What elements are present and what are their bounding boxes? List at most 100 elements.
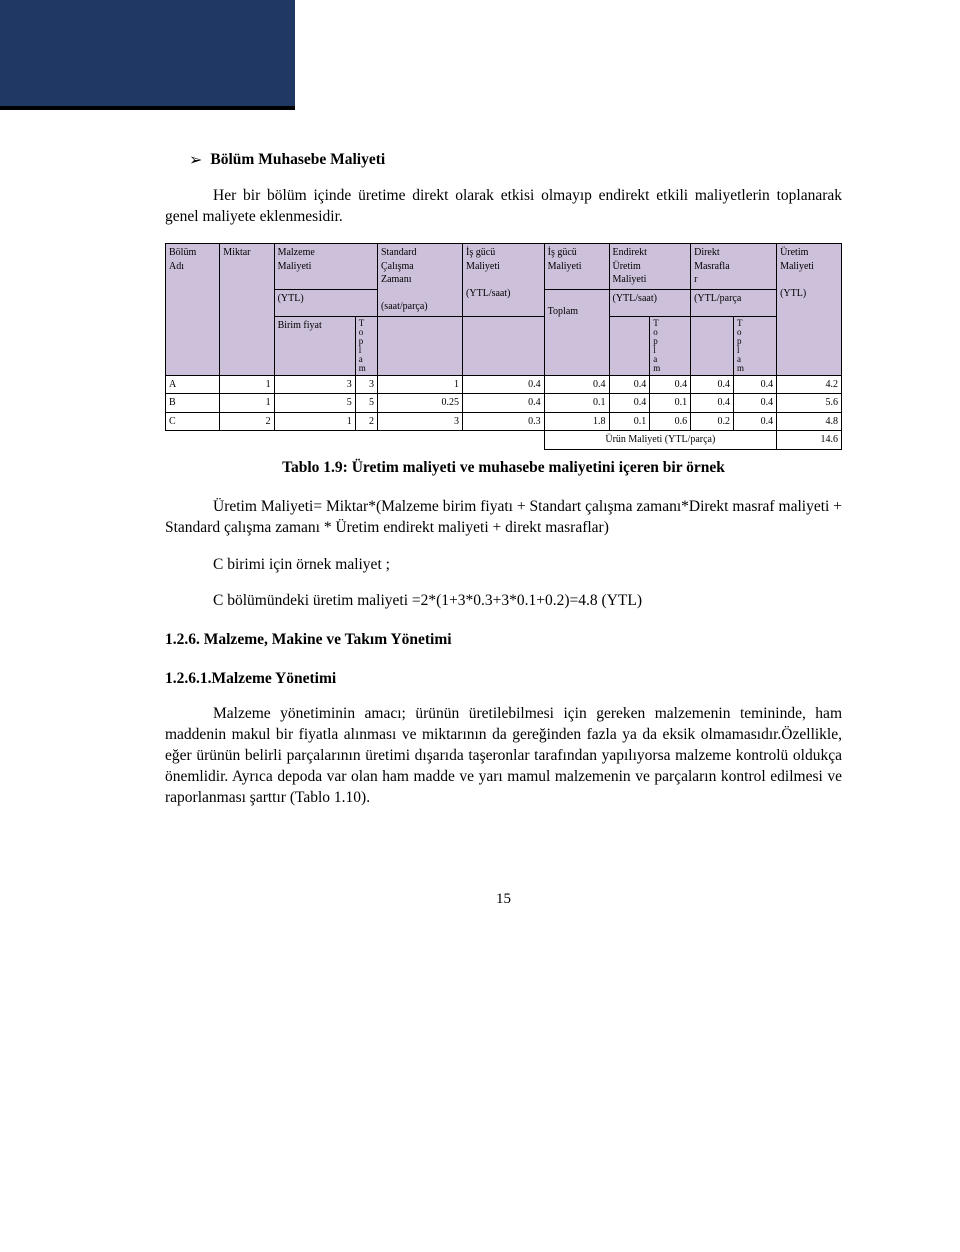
example-line-2: C bölümündeki üretim maliyeti =2*(1+3*0.…	[213, 591, 842, 612]
th-ig2-sub-text: Toplam	[548, 306, 578, 317]
section-1-2-6: 1.2.6. Malzeme, Makine ve Takım Yönetimi	[165, 630, 842, 651]
th-dir-l2: Masrafla	[694, 261, 730, 272]
cell-miktar: 2	[220, 412, 274, 431]
th-bolum-adi: Bölüm Adı	[166, 244, 220, 376]
th-end-l3: Maliyeti	[613, 274, 647, 285]
cell-dir1: 0.4	[691, 375, 734, 394]
th-end-l1: Endirekt	[613, 247, 647, 258]
malzeme-paragraph: Malzeme yönetiminin amacı; ürünün üretil…	[165, 704, 842, 809]
th-ig1-blank	[463, 316, 545, 375]
cell-end2: 0.4	[650, 375, 691, 394]
cell-ure: 5.6	[777, 394, 842, 413]
th-end-l2: Üretim	[613, 261, 641, 272]
cell-end1: 0.4	[609, 394, 650, 413]
cell-name: B	[166, 394, 220, 413]
footer-label: Ürün Maliyeti (YTL/parça)	[544, 431, 776, 450]
th-dir-blank	[691, 316, 734, 375]
cell-ig2: 1.8	[544, 412, 609, 431]
table-footer-row: Ürün Maliyeti (YTL/parça) 14.6	[166, 431, 842, 450]
cell-ig2: 0.4	[544, 375, 609, 394]
page-number: 15	[165, 889, 842, 909]
th-ig1-l2: Maliyeti	[466, 261, 500, 272]
table-row: A 1 3 3 1 0.4 0.4 0.4 0.4 0.4 0.4 4.2	[166, 375, 842, 394]
th-direkt: Direkt Masrafla r	[691, 244, 777, 290]
cell-dir1: 0.4	[691, 394, 734, 413]
th-malzeme-toplam: T o p l a m	[355, 316, 377, 375]
cell-end1: 0.4	[609, 375, 650, 394]
cell-birim: 5	[274, 394, 355, 413]
th-malzeme-l1: Malzeme	[278, 247, 315, 258]
th-ig1-l1: İş gücü	[466, 247, 495, 258]
th-std-unit: (saat/parça)	[381, 301, 428, 312]
th-dir-l1: Direkt	[694, 247, 720, 258]
cell-miktar: 1	[220, 394, 274, 413]
cell-dir2: 0.4	[734, 394, 777, 413]
cell-miktar: 1	[220, 375, 274, 394]
cell-dir1: 0.2	[691, 412, 734, 431]
th-end-toplam: T o p l a m	[650, 316, 691, 375]
th-ig2-l1: İş gücü	[548, 247, 577, 258]
th-malzeme-unit: (YTL)	[274, 289, 377, 316]
page-content: ➢ Bölüm Muhasebe Maliyeti Her bir bölüm …	[0, 110, 960, 949]
cell-std: 1	[377, 375, 462, 394]
cell-mtop: 2	[355, 412, 377, 431]
th-birim-fiyat: Birim fiyat	[274, 316, 355, 375]
cell-mtop: 3	[355, 375, 377, 394]
cell-birim: 3	[274, 375, 355, 394]
cell-ure: 4.2	[777, 375, 842, 394]
cell-std: 0.25	[377, 394, 462, 413]
th-ig2-l2: Maliyeti	[548, 261, 582, 272]
th-std-blank	[377, 316, 462, 375]
cell-mtop: 5	[355, 394, 377, 413]
th-isgucu2: İş gücü Maliyeti	[544, 244, 609, 290]
intro-paragraph: Her bir bölüm içinde üretime direkt olar…	[165, 186, 842, 228]
section-title: Bölüm Muhasebe Maliyeti	[210, 150, 385, 171]
cell-ig1: 0.4	[463, 394, 545, 413]
th-endirekt: Endirekt Üretim Maliyeti	[609, 244, 691, 290]
th-malzeme-l2: Maliyeti	[278, 261, 312, 272]
cell-dir2: 0.4	[734, 412, 777, 431]
table-caption: Tablo 1.9: Üretim maliyeti ve muhasebe m…	[165, 458, 842, 479]
header-color-band	[0, 0, 295, 110]
table-row: C 2 1 2 3 0.3 1.8 0.1 0.6 0.2 0.4 4.8	[166, 412, 842, 431]
th-dir-l3: r	[694, 274, 697, 285]
formula-paragraph: Üretim Maliyeti= Miktar*(Malzeme birim f…	[165, 497, 842, 539]
cell-ig1: 0.4	[463, 375, 545, 394]
cell-ure: 4.8	[777, 412, 842, 431]
th-std-l2: Çalışma	[381, 261, 414, 272]
th-bolum-l2: Adı	[169, 261, 184, 272]
th-malzeme: Malzeme Maliyeti	[274, 244, 377, 290]
th-end-blank	[609, 316, 650, 375]
th-std-l3: Zamanı	[381, 274, 412, 285]
cell-end1: 0.1	[609, 412, 650, 431]
table-row: B 1 5 5 0.25 0.4 0.1 0.4 0.1 0.4 0.4 5.6	[166, 394, 842, 413]
th-standard: Standard Çalışma Zamanı (saat/parça)	[377, 244, 462, 317]
cell-end2: 0.1	[650, 394, 691, 413]
th-ig1-unit: (YTL/saat)	[466, 288, 510, 299]
th-dir-toplam: T o p l a m	[734, 316, 777, 375]
cell-name: A	[166, 375, 220, 394]
th-isgucu1: İş gücü Maliyeti (YTL/saat)	[463, 244, 545, 317]
cell-std: 3	[377, 412, 462, 431]
cell-dir2: 0.4	[734, 375, 777, 394]
example-line-1: C birimi için örnek maliyet ;	[213, 555, 842, 576]
cell-end2: 0.6	[650, 412, 691, 431]
th-ig2-sub: Toplam	[544, 289, 609, 375]
th-ure-l2: Maliyeti	[780, 261, 814, 272]
th-bolum-l1: Bölüm	[169, 247, 196, 258]
section-1-2-6-1: 1.2.6.1.Malzeme Yönetimi	[165, 669, 842, 690]
th-uretim: Üretim Maliyeti (YTL)	[777, 244, 842, 376]
footer-blank	[166, 431, 545, 450]
th-ure-unit: (YTL)	[780, 288, 806, 299]
cost-table: Bölüm Adı Miktar Malzeme Maliyeti Standa…	[165, 243, 842, 450]
footer-value: 14.6	[777, 431, 842, 450]
cell-name: C	[166, 412, 220, 431]
arrow-icon: ➢	[189, 150, 202, 172]
th-dir-unit: (YTL/parça	[691, 289, 777, 316]
th-ure-l1: Üretim	[780, 247, 808, 258]
cell-ig2: 0.1	[544, 394, 609, 413]
section-bullet-heading: ➢ Bölüm Muhasebe Maliyeti	[165, 150, 842, 172]
th-miktar: Miktar	[220, 244, 274, 376]
th-std-l1: Standard	[381, 247, 417, 258]
cell-ig1: 0.3	[463, 412, 545, 431]
